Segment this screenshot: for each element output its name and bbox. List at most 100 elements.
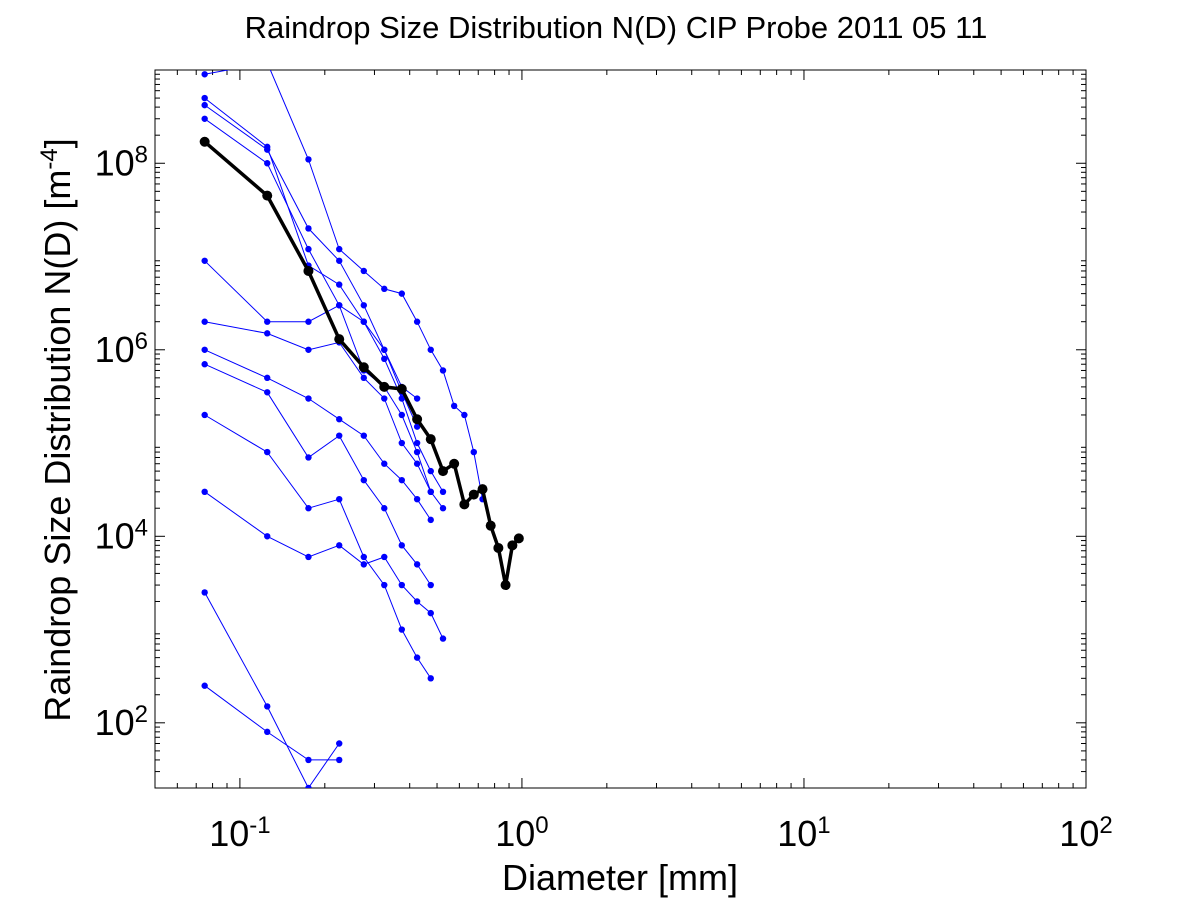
series-point — [305, 156, 312, 163]
series-point — [427, 609, 434, 617]
y-axis-label: Raindrop Size Distribution N(D) [m-4] — [36, 138, 79, 722]
series-layer — [201, 59, 486, 788]
series-point — [427, 581, 434, 589]
mean-point — [500, 580, 511, 591]
series-point — [398, 542, 405, 549]
mean-series-layer — [199, 136, 524, 591]
series-point — [305, 784, 312, 788]
series-8 — [201, 361, 434, 589]
series-line — [204, 260, 418, 399]
series-point — [264, 448, 271, 456]
series-point — [264, 389, 271, 396]
series-point — [413, 654, 421, 661]
series-point — [413, 395, 421, 402]
mean-point — [493, 542, 504, 553]
series-point — [381, 505, 388, 512]
series-7 — [201, 346, 434, 524]
series-point — [305, 395, 312, 402]
series-point — [439, 505, 447, 512]
mean-point — [425, 434, 436, 445]
series-point — [336, 495, 343, 503]
series-point — [381, 355, 388, 363]
mean-point — [477, 484, 488, 495]
series-point — [439, 367, 447, 374]
series-point — [413, 318, 421, 325]
series-point — [439, 635, 447, 642]
x-axis-label: Diameter [mm] — [502, 857, 738, 898]
chart-title: Raindrop Size Distribution N(D) CIP Prob… — [245, 10, 988, 45]
series-point — [264, 59, 270, 65]
y-axis: 102 104 106 108 — [95, 73, 1086, 773]
series-point — [381, 581, 388, 589]
series-9 — [201, 411, 434, 682]
series-point — [381, 285, 388, 293]
series-point — [201, 115, 208, 122]
series-point — [201, 318, 208, 325]
series-point — [360, 374, 368, 382]
y-axis-label-exponent: -4 — [36, 148, 63, 169]
series-point — [264, 330, 271, 337]
x-tick-label: 10-1 — [209, 812, 270, 855]
mean-point — [303, 265, 314, 276]
x-tick-label: 102 — [1059, 812, 1112, 855]
mean-point — [507, 540, 518, 551]
series-point — [201, 682, 208, 689]
series-point — [305, 225, 312, 232]
mean-point — [358, 362, 369, 373]
series-point — [398, 581, 405, 589]
series-point — [336, 432, 343, 439]
y-tick-label: 104 — [95, 514, 148, 557]
series-point — [427, 675, 434, 682]
series-point — [305, 318, 312, 325]
series-point — [305, 454, 312, 461]
series-point — [201, 101, 208, 109]
y-tick-label: 106 — [95, 327, 148, 370]
series-point — [461, 411, 468, 419]
series-point — [427, 346, 434, 353]
x-axis: 10-1 100 101 102 — [176, 70, 1113, 855]
series-point — [360, 302, 368, 309]
series-point — [264, 728, 271, 736]
series-point — [264, 318, 271, 325]
x-tick-label: 101 — [777, 812, 830, 855]
series-point — [336, 740, 343, 747]
series-point — [201, 488, 208, 496]
series-point — [305, 245, 312, 253]
mean-point — [468, 489, 479, 500]
series-point — [398, 476, 405, 484]
series-point — [427, 516, 434, 524]
series-point — [201, 71, 208, 78]
series-point — [470, 448, 477, 456]
mean-point — [438, 466, 449, 477]
series-point — [360, 267, 368, 275]
series-point — [264, 374, 271, 382]
series-point — [413, 495, 421, 503]
series-point — [413, 561, 421, 568]
series-6 — [201, 318, 434, 496]
y-axis-label-main: Raindrop Size Distribution N(D) [m — [37, 170, 78, 722]
y-tick-label: 102 — [95, 700, 148, 743]
series-12 — [201, 682, 343, 764]
series-point — [360, 476, 368, 484]
mean-point — [485, 520, 496, 531]
series-point — [398, 411, 405, 419]
mean-point — [396, 383, 407, 394]
mean-point — [379, 381, 390, 392]
series-point — [336, 302, 343, 309]
series-point — [201, 257, 208, 264]
series-point — [381, 553, 388, 561]
plot-area — [154, 69, 1087, 789]
mean-point — [412, 414, 423, 425]
series-point — [201, 346, 208, 353]
series-point — [413, 460, 421, 467]
mean-point — [513, 533, 524, 544]
series-point — [413, 423, 421, 430]
series-point — [413, 439, 421, 447]
series-point — [336, 542, 343, 549]
series-point — [336, 245, 343, 253]
series-point — [264, 533, 271, 540]
mean-point — [199, 136, 210, 147]
series-point — [439, 488, 447, 496]
series-point — [264, 703, 271, 710]
